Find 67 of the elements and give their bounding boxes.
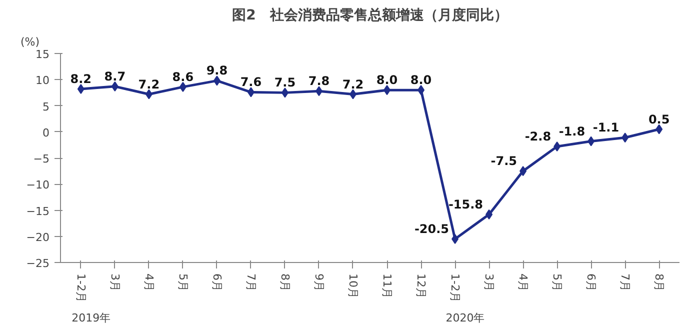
point	[349, 89, 356, 100]
point	[520, 166, 527, 176]
point	[213, 76, 220, 86]
data-label: 9.8	[206, 64, 228, 78]
point	[145, 89, 152, 100]
text: 2020年	[446, 312, 485, 324]
data-label: 8.6	[172, 70, 194, 84]
y-tick-label: 0	[42, 126, 50, 140]
x-tick-label: 4月	[142, 274, 156, 292]
point	[315, 86, 322, 96]
point	[77, 84, 84, 94]
data-label: 7.2	[342, 77, 364, 92]
x-tick-label: 12月	[414, 274, 428, 298]
y-tick-label: −20	[26, 230, 50, 244]
point	[622, 132, 629, 143]
data-label: -1.8	[558, 124, 586, 138]
x-tick-label: 1-2月	[74, 274, 88, 302]
y-tick-label: 10	[36, 74, 50, 88]
point	[179, 82, 186, 92]
x-tick-label: 9月	[312, 274, 326, 292]
data-label: 7.2	[138, 77, 160, 92]
x-tick-label: 5月	[176, 274, 190, 292]
point	[247, 87, 254, 98]
data-label: -15.8	[448, 197, 484, 212]
x-tick-label: 5月	[550, 274, 564, 292]
x-tick-label: 3月	[108, 274, 122, 292]
x-tick-label: 6月	[584, 274, 598, 292]
point	[452, 234, 459, 244]
data-label: 8.2	[70, 72, 92, 86]
x-tick-label: 11月	[380, 274, 394, 298]
x-tick-label: 3月	[482, 274, 496, 292]
x-tick-label: 8月	[278, 274, 292, 292]
y-tick-label: 5	[42, 100, 50, 114]
y-tick-label: −15	[26, 204, 50, 218]
chart-title: 图2 社会消费品零售总额增速（月度同比）	[232, 6, 508, 24]
y-tick-label: 15	[36, 48, 50, 61]
y-tick-label: −25	[26, 257, 50, 270]
data-label: 8.0	[410, 73, 432, 88]
point	[281, 88, 288, 98]
data-label: -20.5	[414, 222, 450, 236]
x-tick-label: 7月	[618, 274, 632, 292]
point	[486, 209, 493, 220]
data-label: 7.6	[240, 75, 262, 90]
point	[656, 124, 663, 134]
data-label: -1.1	[592, 120, 620, 135]
x-tick-label: 8月	[652, 274, 666, 292]
y-tick-label: −10	[26, 178, 50, 192]
x-tick-label: 10月	[346, 274, 360, 298]
data-label: 8.7	[104, 69, 126, 84]
point	[384, 85, 391, 96]
point	[418, 85, 425, 96]
data-label: 7.5	[274, 76, 296, 90]
text: 2019年	[72, 312, 111, 324]
point	[111, 81, 118, 92]
data-label: -7.5	[490, 154, 518, 168]
x-tick-label: 6月	[210, 274, 224, 292]
data-label: -2.8	[524, 130, 552, 144]
x-tick-label: 1-2月	[448, 274, 462, 302]
data-label: 8.0	[376, 73, 398, 88]
data-label: 7.8	[308, 74, 330, 88]
y-axis-title: (%)	[20, 36, 40, 48]
x-tick-label: 7月	[244, 274, 258, 292]
data-label: 0.5	[648, 112, 670, 126]
y-tick-label: −5	[33, 152, 50, 166]
point	[588, 136, 595, 146]
x-tick-label: 4月	[516, 274, 530, 292]
point	[554, 142, 561, 152]
